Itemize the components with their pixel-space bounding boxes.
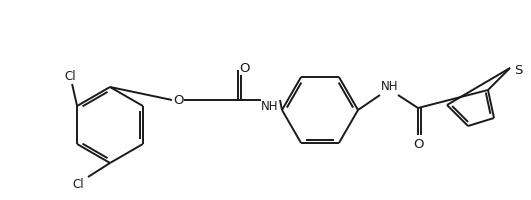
- Text: S: S: [514, 64, 522, 76]
- Text: O: O: [413, 138, 423, 152]
- Text: NH: NH: [381, 80, 399, 94]
- Text: O: O: [240, 62, 250, 74]
- Text: O: O: [173, 94, 183, 106]
- Text: Cl: Cl: [64, 70, 76, 82]
- Text: Cl: Cl: [72, 178, 84, 192]
- Text: NH: NH: [261, 99, 279, 112]
